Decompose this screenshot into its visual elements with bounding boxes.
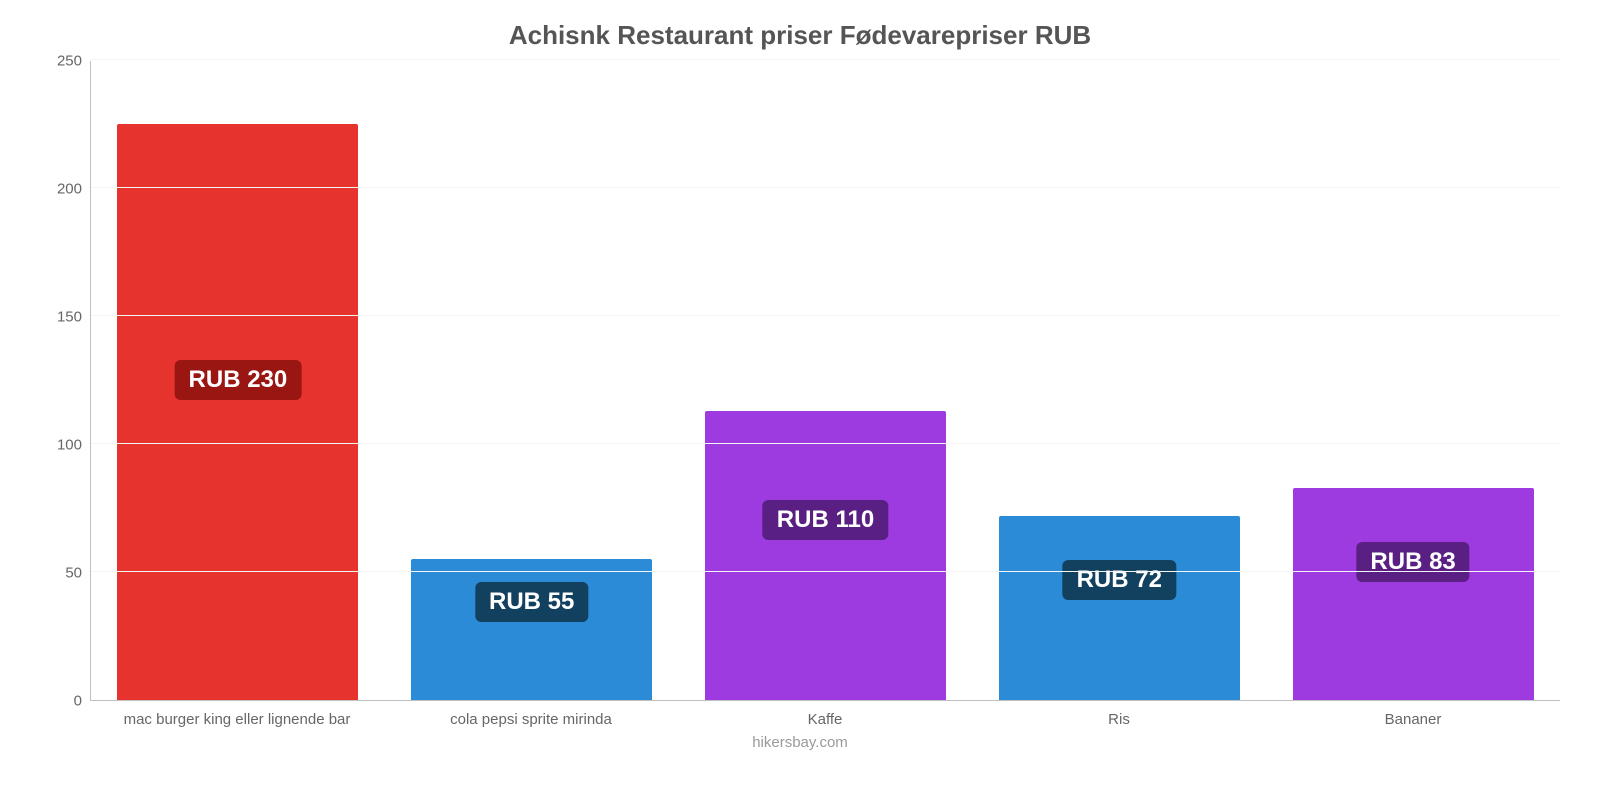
y-tick-label: 50 — [65, 565, 82, 582]
y-tick-label: 150 — [57, 309, 82, 326]
bar-slot: RUB 55 — [385, 61, 679, 700]
y-tick-label: 0 — [74, 693, 82, 710]
value-badge: RUB 72 — [1063, 560, 1176, 600]
value-badge: RUB 230 — [175, 360, 302, 400]
gridline — [91, 315, 1560, 316]
y-tick-label: 200 — [57, 181, 82, 198]
gridline — [91, 443, 1560, 444]
y-axis: 050100150200250 — [40, 61, 90, 701]
plot-area: RUB 230 RUB 55 RUB 110 RUB 72 RUB 83 — [90, 61, 1560, 701]
bar — [411, 559, 652, 700]
bar — [1293, 488, 1534, 700]
bar-slot: RUB 83 — [1266, 61, 1560, 700]
value-badge: RUB 110 — [763, 500, 888, 540]
x-axis: mac burger king eller lignende barcola p… — [90, 701, 1560, 728]
chart-footer: hikersbay.com — [40, 734, 1560, 751]
x-tick-label: mac burger king eller lignende bar — [90, 701, 384, 728]
bar-slot: RUB 72 — [972, 61, 1266, 700]
bar-slot: RUB 110 — [679, 61, 973, 700]
bars-container: RUB 230 RUB 55 RUB 110 RUB 72 RUB 83 — [91, 61, 1560, 700]
bar — [999, 516, 1240, 700]
x-tick-label: Kaffe — [678, 701, 972, 728]
price-chart: Achisnk Restaurant priser Fødevarepriser… — [0, 0, 1600, 800]
x-tick-label: Ris — [972, 701, 1266, 728]
chart-title: Achisnk Restaurant priser Fødevarepriser… — [40, 20, 1560, 51]
value-badge: RUB 55 — [475, 582, 588, 622]
y-tick-label: 250 — [57, 53, 82, 70]
gridline — [91, 59, 1560, 60]
x-tick-label: cola pepsi sprite mirinda — [384, 701, 678, 728]
bar — [117, 124, 358, 700]
y-tick-label: 100 — [57, 437, 82, 454]
value-badge: RUB 83 — [1356, 542, 1469, 582]
plot: 050100150200250 RUB 230RUB 55RUB 110RUB … — [40, 61, 1560, 701]
bar-slot: RUB 230 — [91, 61, 385, 700]
bar — [705, 411, 946, 700]
x-tick-label: Bananer — [1266, 701, 1560, 728]
gridline — [91, 187, 1560, 188]
gridline — [91, 571, 1560, 572]
